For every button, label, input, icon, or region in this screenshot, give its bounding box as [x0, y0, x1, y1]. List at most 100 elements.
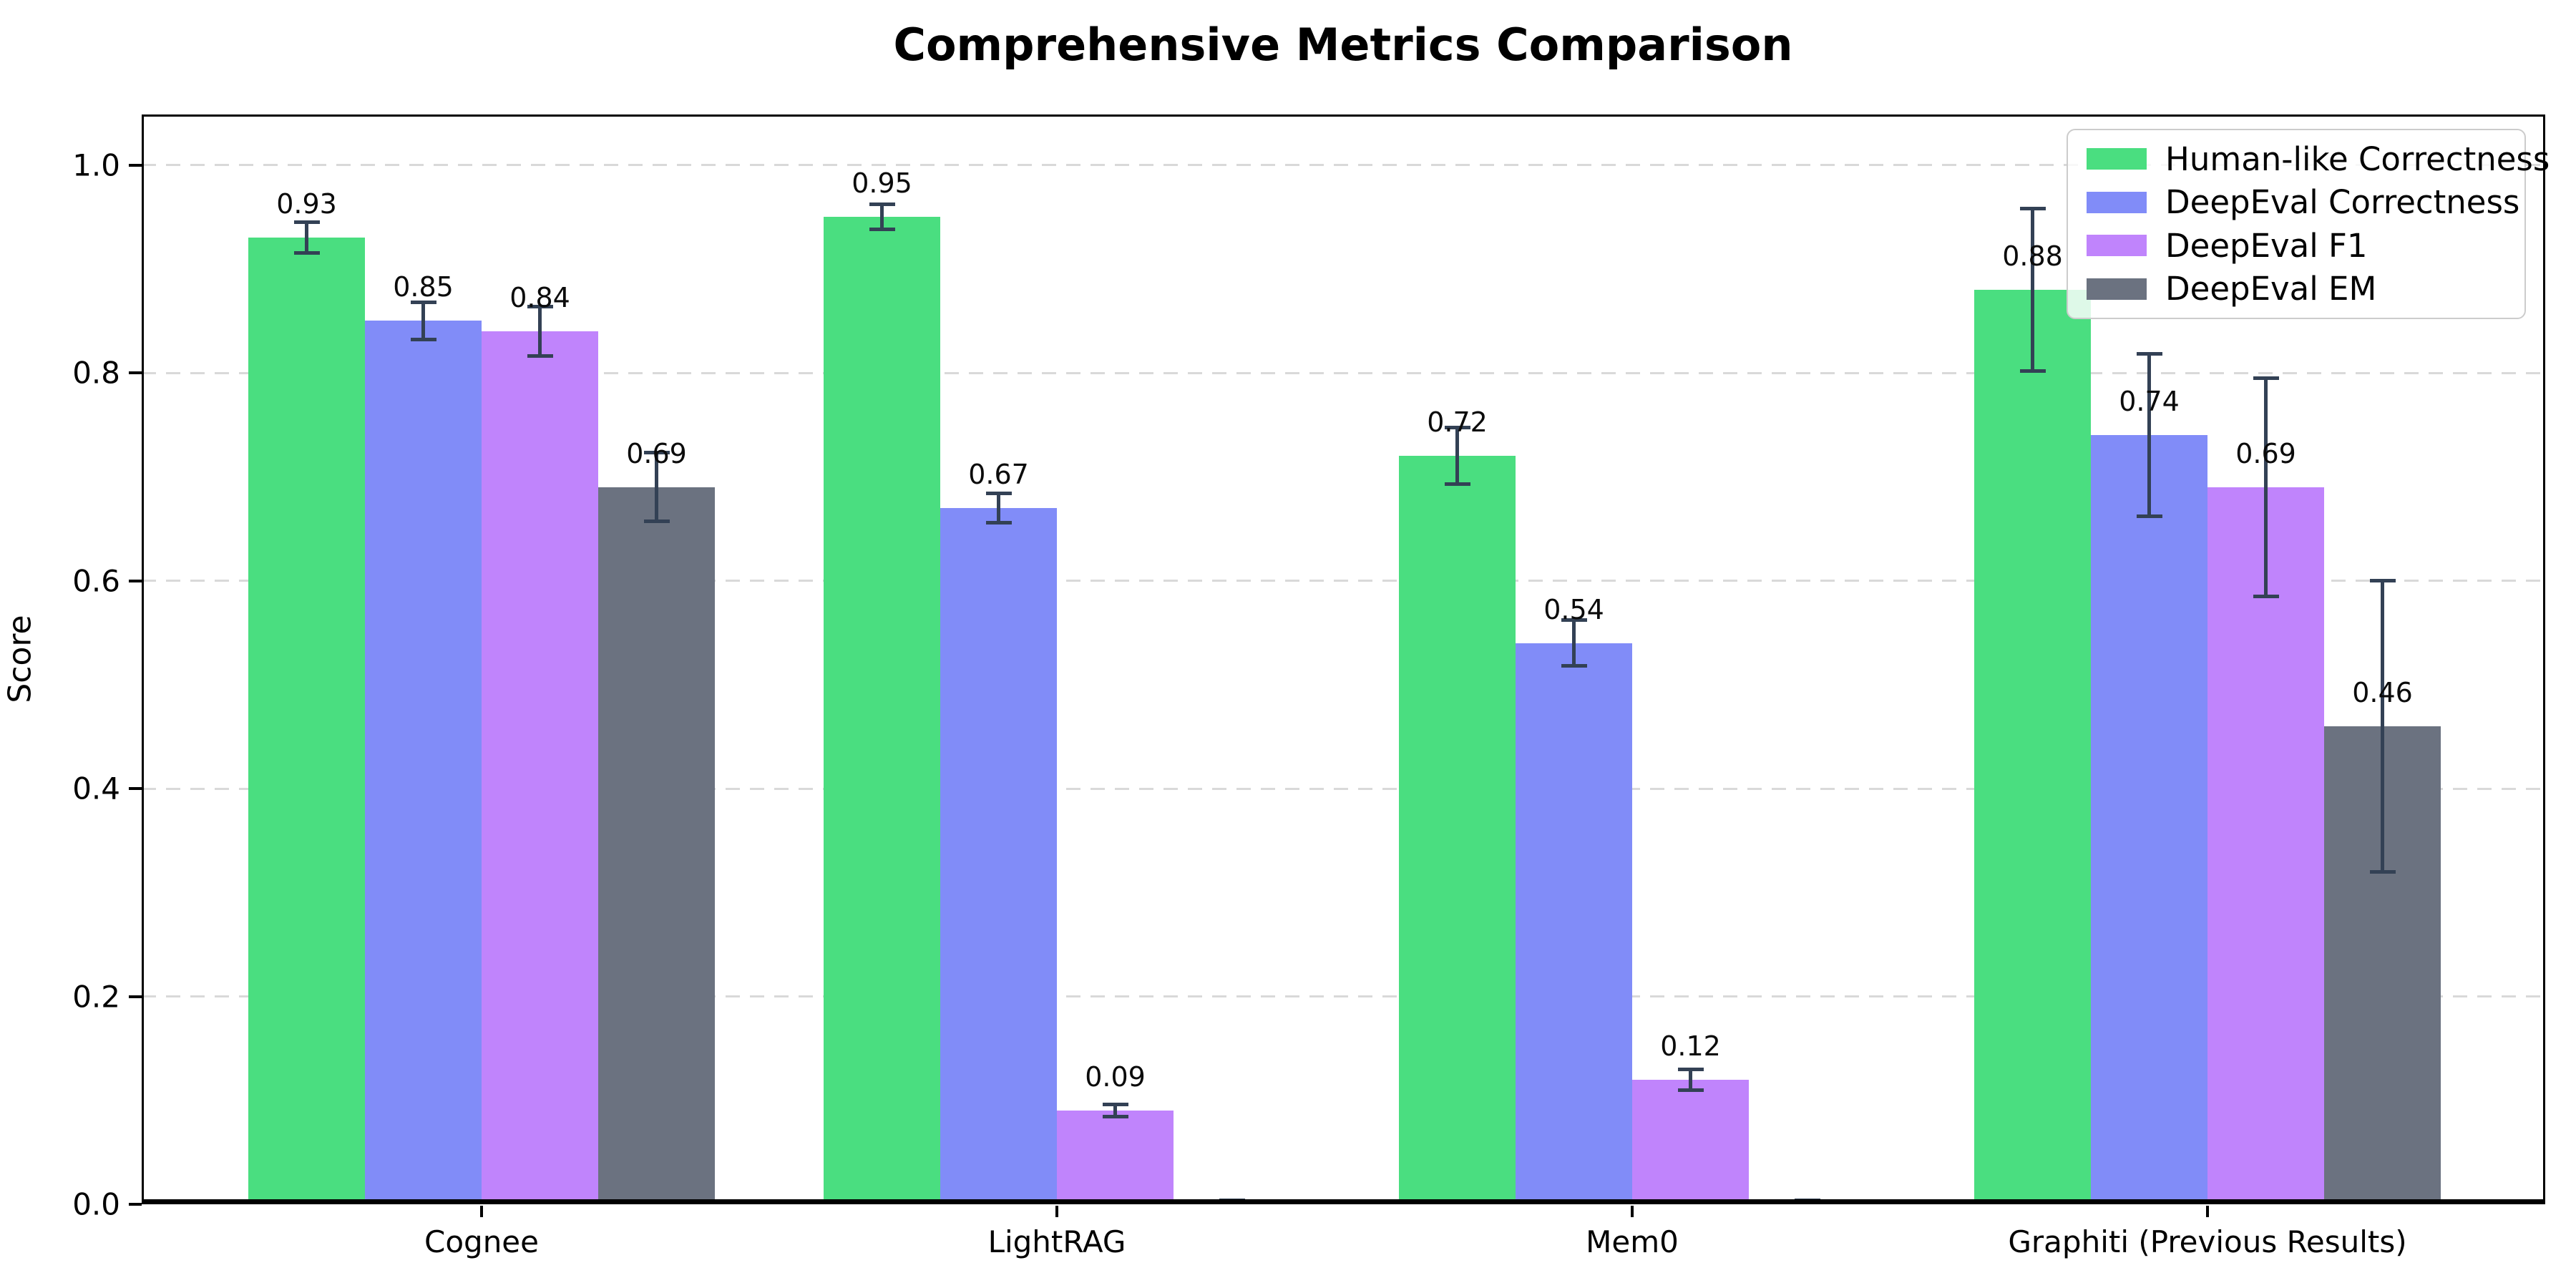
gridline	[142, 164, 2545, 166]
error-bar-line	[2031, 208, 2034, 371]
gridline	[142, 787, 2545, 790]
x-tick-mark	[480, 1206, 483, 1217]
legend-swatch	[2087, 235, 2147, 257]
x-axis-category-label: Cognee	[424, 1224, 539, 1259]
bar-deepeval-f1	[2207, 487, 2324, 1204]
error-bar-cap-top	[410, 300, 436, 304]
y-tick-mark	[129, 787, 142, 790]
y-tick-label: 0.0	[72, 1186, 120, 1222]
bar-value-label: 0.95	[852, 167, 912, 200]
error-bar-cap-bottom	[2019, 369, 2046, 373]
error-bar-cap-top	[2253, 376, 2279, 380]
bar-deepeval-correctness	[940, 507, 1057, 1204]
gridline	[142, 580, 2545, 582]
legend-item-deepeval-em: DeepEval EM	[2068, 270, 2524, 308]
error-bar-cap-top	[1444, 426, 1470, 430]
error-bar-line	[1572, 620, 1576, 666]
gridline	[142, 371, 2545, 374]
error-bar-cap-bottom	[2253, 594, 2279, 598]
error-bar-line	[2381, 580, 2384, 872]
x-tick-mark	[1631, 1206, 1634, 1217]
bar-human-like-correctness	[1399, 456, 1516, 1204]
bar-deepeval-correctness	[1516, 643, 1632, 1204]
error-bar-cap-bottom	[1444, 482, 1470, 486]
error-bar-line	[1113, 1104, 1117, 1117]
error-bar-cap-bottom	[527, 354, 553, 358]
bar-deepeval-em	[598, 487, 715, 1204]
error-bar-cap-bottom	[1561, 664, 1587, 668]
bar-human-like-correctness	[248, 238, 365, 1204]
y-tick-mark	[129, 995, 142, 998]
bar-value-label: 0.72	[1427, 406, 1488, 439]
error-bar-line	[1455, 427, 1459, 484]
error-bar-cap-top	[1102, 1103, 1128, 1107]
error-bar-cap-top	[1219, 1198, 1245, 1202]
y-tick-label: 0.6	[72, 563, 120, 598]
error-bar-cap-bottom	[293, 251, 320, 255]
legend: Human-like Correctness DeepEval Correctne…	[2067, 129, 2550, 319]
error-bar-line	[305, 222, 308, 253]
x-tick-mark	[2206, 1206, 2209, 1217]
bar-value-label: 0.69	[626, 437, 687, 469]
legend-swatch	[2087, 278, 2147, 300]
bar-value-label: 0.69	[2235, 437, 2296, 469]
gridline	[142, 995, 2545, 997]
bar-deepeval-f1	[1057, 1111, 1174, 1204]
error-bar-cap-top	[2136, 352, 2162, 356]
bar-deepeval-correctness	[2091, 435, 2207, 1204]
error-bar-line	[538, 306, 542, 356]
y-tick-label: 0.8	[72, 355, 120, 391]
bar-value-label: 0.74	[2119, 386, 2180, 418]
bar-value-label: 0.93	[276, 188, 337, 220]
legend-swatch	[2087, 148, 2147, 170]
legend-label: DeepEval Correctness	[2165, 183, 2520, 222]
y-tick-label: 0.4	[72, 771, 120, 806]
y-tick-label: 0.2	[72, 979, 120, 1014]
error-bar-cap-bottom	[643, 519, 670, 524]
bar-human-like-correctness	[824, 217, 940, 1204]
bar-value-label: 0.12	[1660, 1030, 1721, 1062]
bar-deepeval-correctness	[365, 321, 482, 1204]
legend-item-deepeval-f1: DeepEval F1	[2068, 227, 2524, 265]
error-bar-cap-top	[985, 491, 1012, 495]
error-bar-line	[880, 204, 884, 230]
legend-label: Human-like Correctness	[2165, 140, 2550, 178]
x-axis-category-label: Mem0	[1586, 1224, 1679, 1259]
chart-title: Comprehensive Metrics Comparison	[893, 19, 1793, 71]
legend-item-human-like-correctness: Human-like Correctness	[2068, 140, 2550, 178]
bar-value-label: 0.09	[1085, 1061, 1146, 1093]
error-bar-cap-top	[1794, 1198, 1820, 1202]
y-tick-mark	[129, 579, 142, 582]
bar-value-label: 0.88	[2002, 240, 2063, 272]
legend-label: DeepEval F1	[2165, 226, 2368, 265]
x-axis-category-label: Graphiti (Previous Results)	[2008, 1224, 2407, 1259]
bar-value-label: 0.67	[968, 458, 1029, 490]
y-axis-label: Score	[1, 615, 39, 703]
error-bar-cap-top	[2369, 579, 2396, 582]
x-tick-mark	[1055, 1206, 1058, 1217]
y-tick-mark	[129, 163, 142, 167]
error-bar-cap-bottom	[2136, 514, 2162, 518]
legend-label: DeepEval EM	[2165, 270, 2377, 308]
error-bar-line	[655, 452, 658, 522]
x-axis-category-label: LightRAG	[987, 1224, 1126, 1259]
error-bar-cap-top	[1677, 1067, 1704, 1071]
bar-value-label: 0.85	[393, 271, 454, 303]
error-bar-line	[421, 302, 425, 340]
error-bar-cap-top	[1561, 618, 1587, 623]
bar-deepeval-f1	[1632, 1079, 1749, 1204]
error-bar-cap-top	[869, 203, 895, 207]
error-bar-line	[1689, 1069, 1692, 1091]
error-bar-cap-bottom	[985, 520, 1012, 525]
error-bar-cap-top	[293, 220, 320, 224]
bar-deepeval-f1	[482, 331, 598, 1204]
error-bar-cap-bottom	[1677, 1088, 1704, 1092]
bar-value-label: 0.84	[509, 281, 570, 313]
error-bar-line	[997, 493, 1000, 523]
bar-value-label: 0.46	[2352, 676, 2413, 708]
bar-human-like-correctness	[1974, 289, 2091, 1204]
legend-item-deepeval-correctness: DeepEval Correctness	[2068, 183, 2524, 221]
error-bar-line	[2264, 378, 2268, 597]
error-bar-cap-bottom	[2369, 869, 2396, 874]
